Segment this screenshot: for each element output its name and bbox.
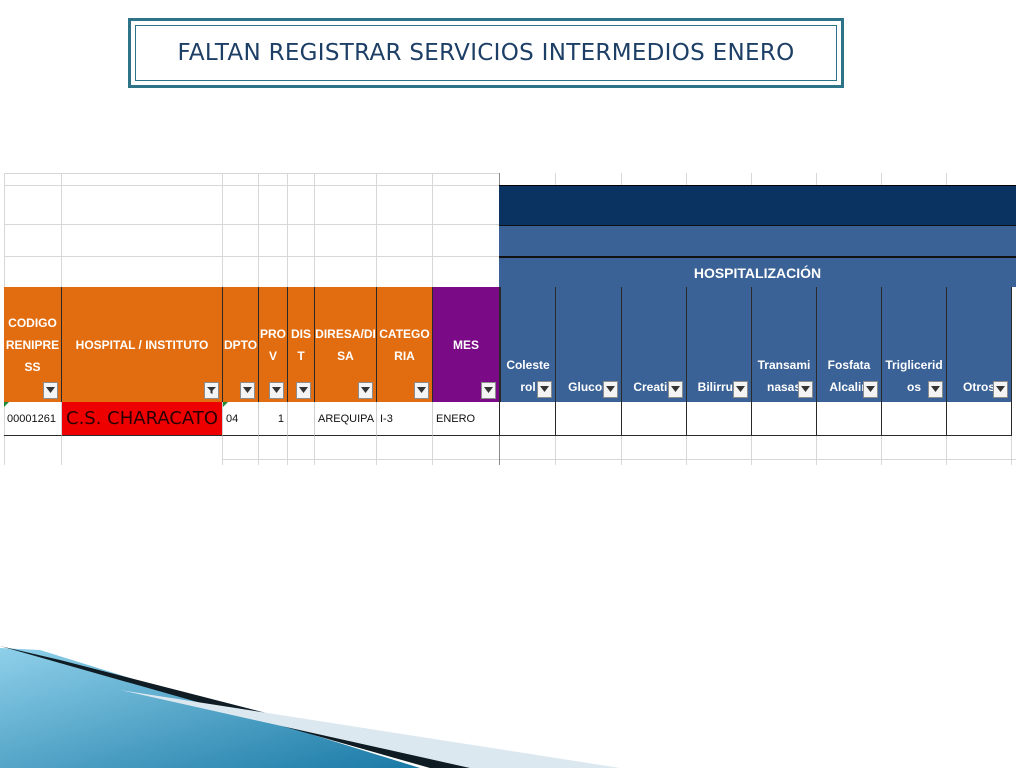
gridline <box>4 185 499 186</box>
corner-light-shape <box>120 690 620 768</box>
filter-dropdown-icon[interactable] <box>414 382 429 399</box>
hospitalizacion-banner: HOSPITALIZACIÓN <box>499 258 1016 287</box>
gridline <box>621 173 622 185</box>
cell-colesterol[interactable] <box>500 402 556 436</box>
header-bilirrubina: Bilirrub <box>687 287 752 402</box>
header-hospital-label: HOSPITAL / INSTITUTO <box>75 337 209 352</box>
header-trigliceridos-label: Triglicerid os <box>885 358 943 394</box>
gridline <box>751 436 752 465</box>
header-diresa: DIRESA/DI SA <box>315 287 377 402</box>
header-creatinina: Creatin <box>622 287 687 402</box>
gridline <box>881 436 882 465</box>
title-box: FALTAN REGISTRAR SERVICIOS INTERMEDIOS E… <box>128 18 844 88</box>
filter-dropdown-icon[interactable] <box>358 382 373 399</box>
header-prov: PRO V <box>259 287 288 402</box>
corner-blue-shape <box>0 648 420 768</box>
filter-active-icon[interactable] <box>204 382 219 399</box>
corner-black-shape <box>0 646 480 768</box>
header-banner-middle <box>499 226 1016 258</box>
cell-otros[interactable] <box>947 402 1012 436</box>
cell-glucosa[interactable] <box>556 402 622 436</box>
header-colesterol-text: Coleste rol <box>506 358 550 394</box>
gridline <box>4 256 499 257</box>
gridline <box>686 436 687 465</box>
error-indicator <box>4 402 9 407</box>
slide-title: FALTAN REGISTRAR SERVICIOS INTERMEDIOS E… <box>177 40 795 66</box>
filter-dropdown-icon[interactable] <box>993 381 1008 398</box>
filter-dropdown-icon[interactable] <box>537 381 552 398</box>
filter-dropdown-icon[interactable] <box>240 382 255 399</box>
gridline <box>1011 436 1012 465</box>
header-transaminasas-label: Transami nasas <box>757 358 811 394</box>
header-dpto-label: DPTO <box>223 337 258 352</box>
spreadsheet: HOSPITALIZACIÓN CODIGO RENIPRE SS HOSPIT… <box>4 173 1016 465</box>
header-glucosa-label: Glucos <box>568 380 609 394</box>
cell-creatinina[interactable] <box>622 402 687 436</box>
gridline <box>555 436 556 465</box>
error-indicator <box>223 402 228 407</box>
header-colesterol: Coleste rol <box>500 287 556 402</box>
filter-dropdown-icon[interactable] <box>733 381 748 398</box>
header-trigliceridos: Triglicerid os <box>882 287 947 402</box>
cell-prov[interactable]: 1 <box>259 402 288 436</box>
gridline <box>946 173 947 185</box>
cell-transaminasas[interactable] <box>752 402 817 436</box>
title-box-inner: FALTAN REGISTRAR SERVICIOS INTERMEDIOS E… <box>135 25 837 81</box>
header-bilirrubina-label: Bilirrub <box>697 380 741 394</box>
filter-dropdown-icon[interactable] <box>863 381 878 398</box>
cell-dpto[interactable]: 04 <box>223 402 259 436</box>
header-codigo: CODIGO RENIPRE SS <box>4 287 62 402</box>
header-categoria: CATEGO RIA <box>377 287 433 402</box>
header-mes-label: MES <box>452 337 479 352</box>
header-dpto: DPTO <box>223 287 259 402</box>
cell-categoria[interactable]: I-3 <box>377 402 433 436</box>
filter-dropdown-icon[interactable] <box>798 381 813 398</box>
header-dist: DIS T <box>288 287 315 402</box>
header-codigo-label: CODIGO RENIPRE SS <box>5 315 60 374</box>
filter-dropdown-icon[interactable] <box>603 381 618 398</box>
gridline <box>816 173 817 185</box>
header-otros: Otros <box>947 287 1012 402</box>
gridline <box>222 459 1016 460</box>
filter-dropdown-icon[interactable] <box>43 382 58 399</box>
header-hospital: HOSPITAL / INSTITUTO <box>62 287 223 402</box>
gridline <box>686 173 687 185</box>
header-prov-label: PRO V <box>260 326 287 363</box>
gridline <box>816 436 817 465</box>
cell-hospital[interactable]: C.S. CHARACATO <box>62 402 223 436</box>
header-diresa-label: DIRESA/DI SA <box>315 326 376 363</box>
cell-dist[interactable] <box>288 402 315 436</box>
filter-dropdown-icon[interactable] <box>481 382 496 399</box>
filter-dropdown-icon[interactable] <box>668 381 683 398</box>
cell-fosfatasa[interactable] <box>817 402 882 436</box>
header-transaminasas: Transami nasas <box>752 287 817 402</box>
gridline <box>946 436 947 465</box>
filter-dropdown-icon[interactable] <box>296 382 311 399</box>
gridline <box>555 173 556 185</box>
filter-dropdown-icon[interactable] <box>928 381 943 398</box>
cell-codigo[interactable]: 00001261 <box>4 402 62 436</box>
header-dist-label: DIS T <box>290 326 311 363</box>
header-otros-label: Otros <box>962 380 995 394</box>
gridline <box>4 173 499 174</box>
header-banner-top <box>499 185 1016 227</box>
hospitalizacion-label: HOSPITALIZACIÓN <box>693 264 822 281</box>
header-glucosa: Glucos <box>556 287 622 402</box>
gridline <box>621 436 622 465</box>
header-categoria-label: CATEGO RIA <box>379 326 430 363</box>
header-fosfatasa-label: Fosfata Alcalin <box>827 358 871 394</box>
gridline <box>4 224 499 225</box>
gridline <box>881 173 882 185</box>
cell-diresa[interactable]: AREQUIPA <box>315 402 377 436</box>
gridline <box>751 173 752 185</box>
header-colesterol-label: Coleste rol <box>503 354 553 398</box>
header-mes: MES <box>433 287 500 402</box>
cell-trigliceridos[interactable] <box>882 402 947 436</box>
cell-mes[interactable]: ENERO <box>433 402 500 436</box>
header-fosfatasa: Fosfata Alcalin <box>817 287 882 402</box>
filter-dropdown-icon[interactable] <box>269 382 284 399</box>
cell-bilirrubina[interactable] <box>687 402 752 436</box>
header-creatinina-label: Creatin <box>633 380 675 394</box>
